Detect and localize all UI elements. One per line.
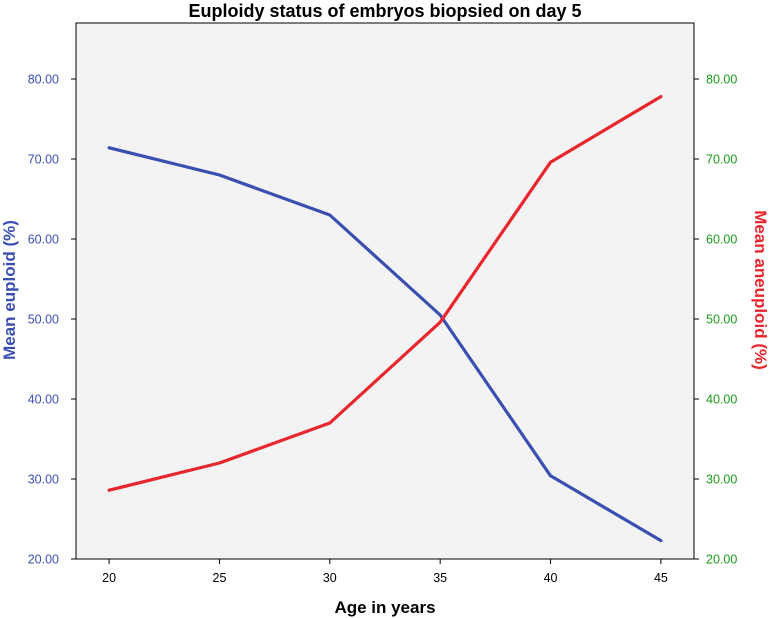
y-right-tick-label: 60.00 xyxy=(706,233,737,247)
plot-area xyxy=(75,22,695,560)
y-axis-label-right: Mean aneuploid (%) xyxy=(751,210,770,370)
y-right-tick-label: 70.00 xyxy=(706,153,737,167)
y-left-tick-label: 80.00 xyxy=(28,73,59,87)
y-left-tick-label: 30.00 xyxy=(28,473,59,487)
x-tick-label: 25 xyxy=(213,571,227,585)
x-tick-label: 40 xyxy=(544,571,558,585)
x-axis-label: Age in years xyxy=(334,598,435,617)
series-line-mean-euploid xyxy=(107,146,663,543)
x-tick-label: 45 xyxy=(654,571,668,585)
y-left-tick-label: 60.00 xyxy=(28,233,59,247)
y-right-tick-label: 80.00 xyxy=(706,73,737,87)
series-line-mean-aneuploid xyxy=(107,94,663,492)
y-right-tick-label: 50.00 xyxy=(706,313,737,327)
tick-labels: 20 25 30 35 40 45 20.00 20.00 30.00 30.00 40.00 40.… xyxy=(28,73,738,586)
y-left-tick-label: 50.00 xyxy=(28,313,59,327)
y-right-tick-label: 30.00 xyxy=(706,473,737,487)
axes xyxy=(71,78,699,564)
y-left-tick-label: 20.00 xyxy=(28,553,59,567)
y-left-tick-label: 70.00 xyxy=(28,153,59,167)
x-tick-label: 20 xyxy=(102,571,116,585)
y-left-tick-label: 40.00 xyxy=(28,393,59,407)
chart-title: Euploidy status of embryos biopsied on d… xyxy=(188,1,581,21)
x-tick-label: 35 xyxy=(433,571,447,585)
y-right-tick-label: 20.00 xyxy=(706,553,737,567)
x-tick-label: 30 xyxy=(323,571,337,585)
y-axis-label-left: Mean euploid (%) xyxy=(0,220,19,360)
series-lines xyxy=(107,94,663,543)
y-right-tick-label: 40.00 xyxy=(706,393,737,407)
